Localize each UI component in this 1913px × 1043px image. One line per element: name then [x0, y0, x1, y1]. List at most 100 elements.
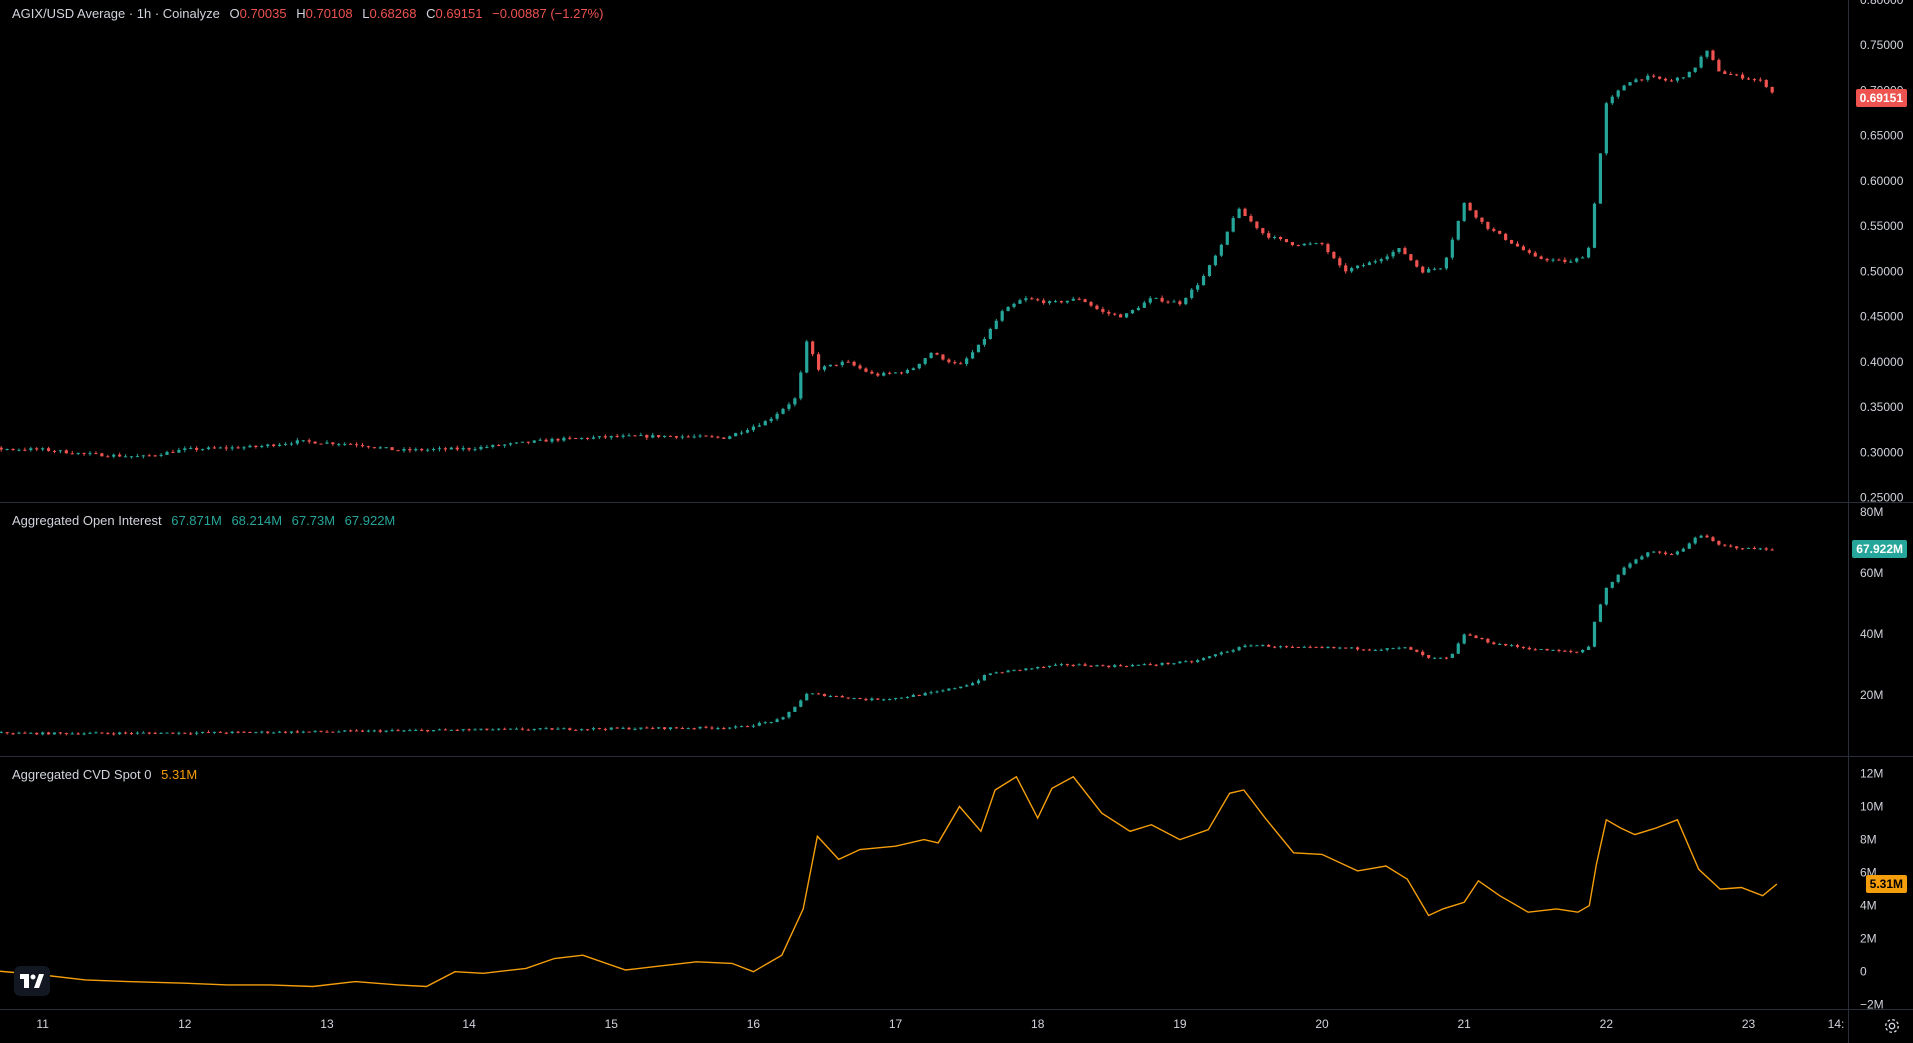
price-candle: [1190, 289, 1194, 298]
price-candle: [822, 366, 827, 370]
price-candle: [893, 372, 898, 374]
oi-candle: [1681, 548, 1685, 552]
oi-candle: [917, 694, 921, 696]
price-candle: [520, 441, 525, 443]
oi-candle: [751, 725, 756, 727]
price-candle: [1089, 302, 1093, 306]
oi-candle: [550, 728, 554, 730]
price-candle: [532, 440, 536, 443]
oi-candle: [580, 729, 584, 731]
price-candle: [751, 426, 756, 431]
y-tick-label: 8M: [1860, 833, 1877, 847]
oi-candle: [224, 732, 228, 734]
settings-gear-icon[interactable]: [1883, 1017, 1901, 1035]
price-candle: [1350, 268, 1354, 272]
cvd-pane[interactable]: [0, 775, 1778, 988]
price-candle: [781, 408, 785, 414]
oi-candle: [366, 730, 371, 732]
price-candle: [686, 436, 690, 438]
oi-candle: [982, 675, 987, 681]
price-candle: [852, 361, 856, 366]
price-candle: [1758, 79, 1762, 81]
price-candle: [615, 435, 619, 437]
oi-candle: [532, 729, 536, 731]
price-candle: [597, 436, 602, 438]
price-candle: [177, 449, 181, 453]
price-pane[interactable]: [0, 49, 1774, 459]
price-candle: [349, 443, 353, 445]
price-candle: [100, 453, 104, 457]
price-candle: [1628, 82, 1632, 86]
price-candle: [1705, 50, 1709, 57]
oi-candle: [508, 728, 513, 730]
price-candle: [1622, 85, 1626, 91]
oi-candle: [266, 731, 270, 733]
price-candle: [218, 447, 222, 449]
price-candle: [1729, 73, 1733, 75]
price-candle: [876, 373, 880, 376]
oi-candle: [1456, 643, 1460, 654]
oi-candle: [1012, 669, 1016, 671]
oi-candle: [899, 697, 904, 699]
price-candle: [929, 353, 933, 359]
price-candle: [230, 447, 234, 449]
open-interest-pane[interactable]: [0, 534, 1774, 736]
price-candle: [70, 453, 74, 455]
price-candle: [603, 436, 607, 438]
oi-candle: [378, 730, 382, 732]
oi-candle: [858, 698, 862, 700]
price-candle: [870, 371, 874, 374]
oi-candle: [455, 729, 459, 731]
oi-candle: [171, 732, 175, 734]
price-candle: [1604, 103, 1608, 154]
oi-candle: [325, 731, 329, 733]
oi-candle: [396, 730, 400, 732]
oi-candle: [1338, 647, 1342, 649]
oi-candle: [1142, 664, 1146, 666]
price-candle: [313, 441, 317, 444]
tradingview-logo-icon[interactable]: [14, 966, 50, 996]
price-last-value-tag: 0.69151: [1855, 89, 1907, 108]
y-tick-label: 0.35000: [1860, 400, 1904, 414]
oi-candle: [1332, 646, 1336, 648]
oi-candle: [1616, 574, 1620, 583]
x-axis[interactable]: 11 12 13 14 15 16 17 18 19 20 21 22 23 14:: [36, 1017, 1844, 1031]
oi-candle: [864, 698, 868, 701]
price-candle: [497, 444, 501, 446]
oi-close-value: 67.922M: [344, 513, 396, 528]
oi-candle: [799, 700, 803, 707]
y-tick-label: 0.45000: [1860, 310, 1904, 324]
oi-candle: [882, 699, 886, 701]
oi-candle: [816, 693, 821, 695]
oi-candle: [437, 729, 442, 731]
oi-candle: [651, 727, 655, 729]
price-candle: [112, 454, 116, 457]
price-candle: [1764, 79, 1768, 87]
price-candle: [183, 448, 187, 450]
oi-candle: [41, 732, 45, 735]
y-axis[interactable]: 0.800000.750000.700000.650000.600000.550…: [1860, 0, 1904, 1012]
oi-candle: [384, 730, 388, 732]
price-candle: [793, 398, 797, 405]
oi-candle: [1486, 638, 1490, 643]
price-candle: [1178, 301, 1182, 305]
x-tick-label: 16: [747, 1017, 761, 1031]
price-candle: [704, 435, 708, 437]
oi-candle: [615, 727, 619, 729]
price-candle: [319, 443, 323, 445]
price-candle: [988, 328, 992, 340]
price-candle: [1000, 311, 1004, 321]
price-candle: [574, 438, 578, 440]
oi-candle: [1569, 650, 1573, 652]
oi-candle: [1498, 643, 1502, 645]
oi-candle: [503, 728, 507, 730]
oi-candle: [1065, 664, 1069, 666]
oi-candle: [343, 730, 347, 732]
oi-candle: [1077, 664, 1081, 666]
price-candle: [864, 368, 868, 372]
price-candle: [76, 452, 80, 454]
oi-legend: Aggregated Open Interest 67.871M 68.214M…: [12, 513, 395, 528]
price-candle: [378, 447, 382, 449]
price-candle: [882, 372, 886, 376]
oi-candle: [319, 730, 323, 732]
